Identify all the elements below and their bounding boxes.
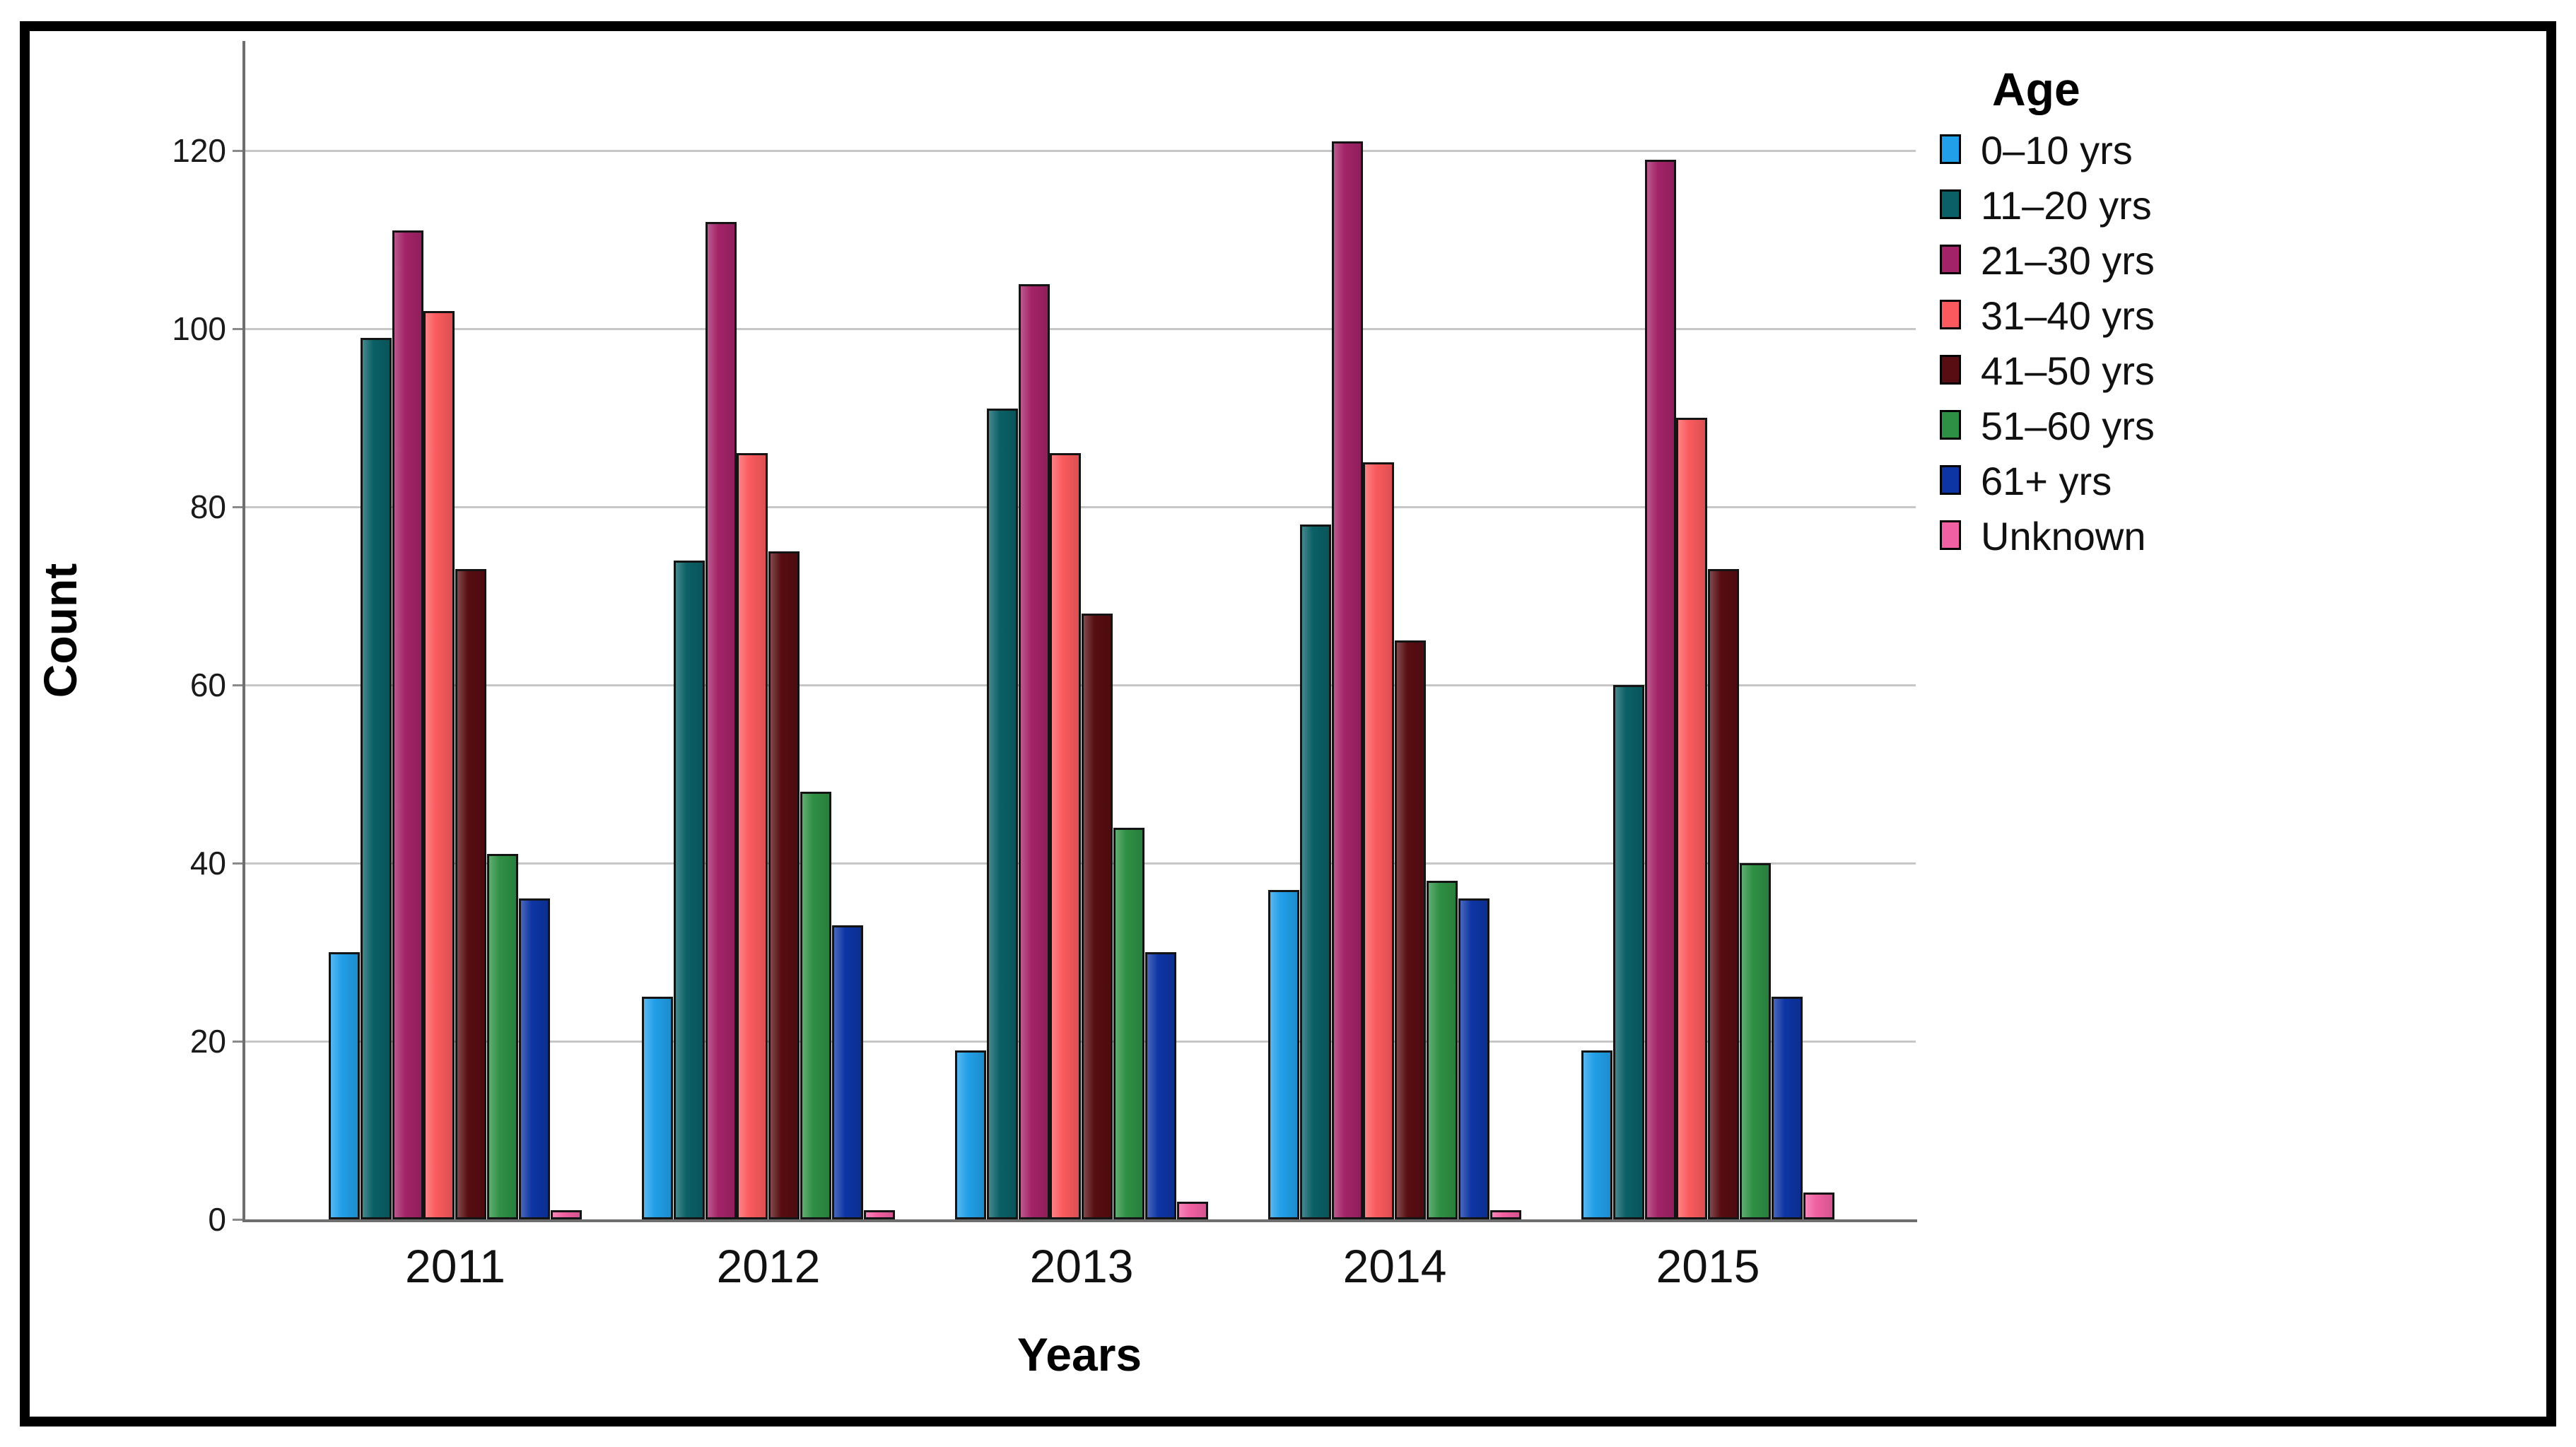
bar-2011-51–60-yrs [487,854,518,1219]
x-axis-title: Years [1017,1328,1142,1381]
bar-2015-31–40-yrs [1676,418,1707,1219]
bar-2015-41–50-yrs [1708,569,1739,1219]
gridline-y-100 [245,328,1916,330]
bar-2012-51–60-yrs [800,792,831,1219]
y-tick-label-0: 0 [208,1201,226,1238]
y-tick-label-100: 100 [172,310,226,347]
bar-2015-21–30-yrs [1645,160,1676,1219]
legend-label-61+-yrs: 61+ yrs [1981,459,2112,503]
x-axis [242,1219,1917,1222]
legend-label-11–20-yrs: 11–20 yrs [1981,183,2152,228]
legend-swatch-61+-yrs [1940,465,1961,495]
bar-2011-21–30-yrs [392,230,423,1219]
y-tickmark-100 [233,328,242,330]
bar-2012-0–10-yrs [642,997,673,1219]
x-tick-label-2014: 2014 [1342,1240,1447,1292]
x-tick-label-2011: 2011 [405,1240,505,1292]
legend-label-51–60-yrs: 51–60 yrs [1981,404,2155,448]
bar-2013-0–10-yrs [955,1050,986,1219]
bar-2013-21–30-yrs [1019,284,1050,1219]
y-tickmark-20 [233,1041,242,1043]
legend-label-31–40-yrs: 31–40 yrs [1981,293,2155,338]
bar-2014-31–40-yrs [1363,462,1394,1219]
bar-2012-21–30-yrs [706,222,737,1219]
y-tick-label-80: 80 [189,488,226,525]
bar-2014-41–50-yrs [1395,640,1426,1219]
legend-title: Age [1992,63,2080,115]
y-tick-label-60: 60 [189,667,226,703]
y-axis-title: Count [34,563,86,698]
legend-swatch-21–30-yrs [1940,245,1961,274]
y-tickmark-60 [233,684,242,686]
bar-2012-31–40-yrs [737,453,768,1219]
bar-2013-31–40-yrs [1050,453,1081,1219]
x-tick-label-2015: 2015 [1656,1240,1760,1292]
y-tick-label-40: 40 [189,845,226,881]
bar-2013-41–50-yrs [1082,614,1113,1219]
bar-2013-61+-yrs [1145,952,1176,1219]
legend-label-0–10-yrs: 0–10 yrs [1981,128,2133,172]
bar-2014-61+-yrs [1458,898,1489,1219]
bar-2012-61+-yrs [832,925,863,1219]
bar-2011-61+-yrs [519,898,550,1219]
legend-swatch-0–10-yrs [1940,134,1961,164]
bar-2011-0–10-yrs [329,952,360,1219]
y-tickmark-0 [233,1219,242,1221]
legend-label-Unknown: Unknown [1981,514,2146,558]
bar-2014-Unknown [1490,1210,1521,1219]
bar-2015-61+-yrs [1772,997,1803,1219]
legend-swatch-Unknown [1940,520,1961,550]
y-tickmark-40 [233,862,242,865]
bar-2014-21–30-yrs [1332,141,1363,1219]
legend-swatch-41–50-yrs [1940,355,1961,385]
bar-2015-Unknown [1803,1193,1834,1219]
bar-2013-11–20-yrs [987,409,1018,1219]
bar-2011-Unknown [551,1210,582,1219]
y-tickmark-80 [233,506,242,508]
bar-2015-0–10-yrs [1581,1050,1612,1219]
bar-2011-31–40-yrs [423,311,455,1219]
bar-2014-11–20-yrs [1300,525,1331,1219]
legend-label-41–50-yrs: 41–50 yrs [1981,348,2155,393]
gridline-y-120 [245,150,1916,152]
bar-2015-51–60-yrs [1740,863,1771,1219]
bar-2014-0–10-yrs [1268,890,1299,1219]
legend-swatch-51–60-yrs [1940,410,1961,440]
y-tick-label-120: 120 [172,132,226,169]
legend-swatch-11–20-yrs [1940,189,1961,219]
bar-2011-11–20-yrs [361,338,392,1219]
bar-2015-11–20-yrs [1613,685,1644,1219]
y-tick-label-20: 20 [189,1023,226,1060]
x-tick-label-2013: 2013 [1029,1240,1134,1292]
y-axis [242,41,245,1222]
y-tickmark-120 [233,150,242,152]
bar-2013-51–60-yrs [1113,828,1144,1219]
x-tick-label-2012: 2012 [716,1240,821,1292]
bar-2011-41–50-yrs [455,569,486,1219]
bar-2013-Unknown [1177,1202,1208,1219]
bar-2012-41–50-yrs [768,551,800,1219]
bar-2014-51–60-yrs [1427,881,1458,1219]
bar-2012-Unknown [864,1210,895,1219]
legend-label-21–30-yrs: 21–30 yrs [1981,238,2155,283]
legend-swatch-31–40-yrs [1940,300,1961,329]
bar-2012-11–20-yrs [674,561,705,1219]
